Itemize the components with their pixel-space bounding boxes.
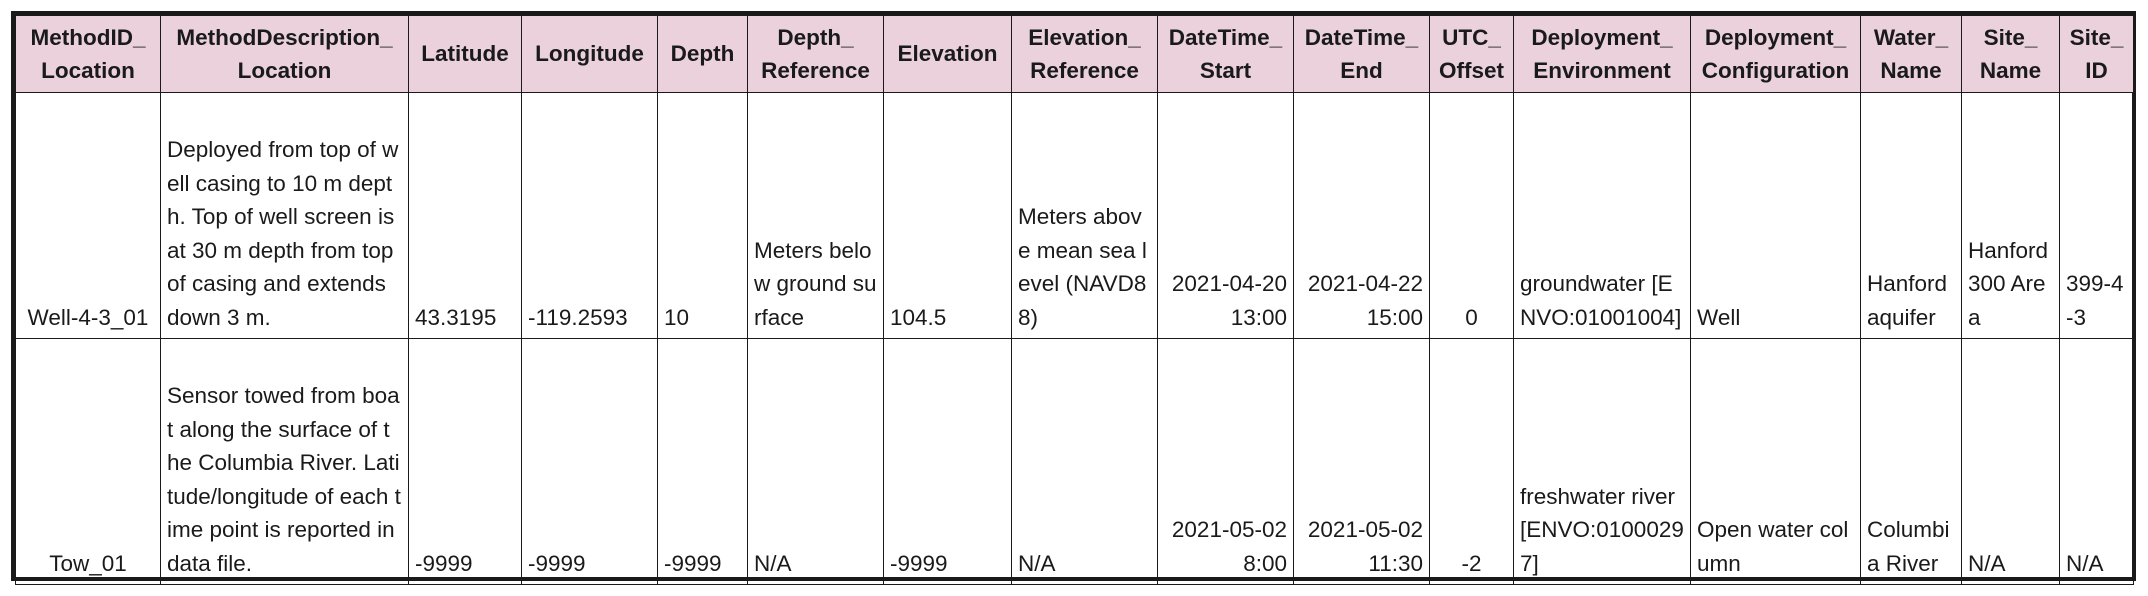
cell-elevation: -9999 [883, 338, 1012, 585]
table-row: Tow_01 Sensor towed from boat along the … [15, 338, 2134, 585]
cell-depth-reference: N/A [747, 338, 884, 585]
header-datetime-start: DateTime_ Start [1157, 15, 1294, 93]
cell-method-description: Sensor towed from boat along the surface… [160, 338, 409, 585]
header-water-name: Water_ Name [1860, 15, 1962, 93]
cell-site-id: N/A [2059, 338, 2134, 585]
header-depth: Depth [657, 15, 748, 93]
header-deployment-configuration: Deployment_ Configuration [1690, 15, 1861, 93]
table-row: Well-4-3_01 Deployed from top of well ca… [15, 92, 2134, 339]
header-elevation-reference: Elevation_ Reference [1011, 15, 1158, 93]
cell-site-name: Hanford 300 Area [1961, 92, 2060, 339]
cell-method-description: Deployed from top of well casing to 10 m… [160, 92, 409, 339]
cell-deployment-configuration: Well [1690, 92, 1861, 339]
header-datetime-end: DateTime_ End [1293, 15, 1430, 93]
cell-methodid: Tow_01 [15, 338, 161, 585]
header-row: MethodID_ Location MethodDescription_ Loca… [15, 15, 2134, 93]
cell-depth: 10 [657, 92, 748, 339]
cell-site-id: 399-4-3 [2059, 92, 2134, 339]
header-elevation: Elevation [883, 15, 1012, 93]
cell-datetime-end: 2021-05-02 11:30 [1293, 338, 1430, 585]
cell-elevation-reference: Meters above mean sea level (NAVD88) [1011, 92, 1158, 339]
cell-depth-reference: Meters below ground surface [747, 92, 884, 339]
cell-deployment-environment: groundwater [ENVO:01001004] [1513, 92, 1691, 339]
location-metadata-table: MethodID_ Location MethodDescription_ Loca… [15, 15, 2134, 585]
cell-deployment-configuration: Open water column [1690, 338, 1861, 585]
cell-deployment-environment: freshwater river [ENVO:01000297] [1513, 338, 1691, 585]
header-site-name: Site_ Name [1961, 15, 2060, 93]
cell-site-name: N/A [1961, 338, 2060, 585]
header-site-id: Site_ ID [2059, 15, 2134, 93]
header-latitude: Latitude [408, 15, 522, 93]
header-methoddescription-location: MethodDescription_ Location [160, 15, 409, 93]
cell-methodid: Well-4-3_01 [15, 92, 161, 339]
header-depth-reference: Depth_ Reference [747, 15, 884, 93]
header-utc-offset: UTC_ Offset [1429, 15, 1514, 93]
cell-datetime-start: 2021-05-02 8:00 [1157, 338, 1294, 585]
header-deployment-environment: Deployment_ Environment [1513, 15, 1691, 93]
cell-depth: -9999 [657, 338, 748, 585]
cell-elevation: 104.5 [883, 92, 1012, 339]
cell-longitude: -119.2593 [521, 92, 658, 339]
cell-datetime-end: 2021-04-22 15:00 [1293, 92, 1430, 339]
cell-elevation-reference: N/A [1011, 338, 1158, 585]
metadata-sheet: MethodID_ Location MethodDescription_ Loca… [11, 11, 2136, 585]
cell-utc-offset: -2 [1429, 338, 1514, 585]
cell-latitude: 43.3195 [408, 92, 522, 339]
header-methodid-location: MethodID_ Location [15, 15, 161, 93]
cell-water-name: Hanford aquifer [1860, 92, 1962, 339]
cell-latitude: -9999 [408, 338, 522, 585]
cell-longitude: -9999 [521, 338, 658, 585]
cell-water-name: Columbia River [1860, 338, 1962, 585]
header-longitude: Longitude [521, 15, 658, 93]
cell-utc-offset: 0 [1429, 92, 1514, 339]
cell-datetime-start: 2021-04-20 13:00 [1157, 92, 1294, 339]
